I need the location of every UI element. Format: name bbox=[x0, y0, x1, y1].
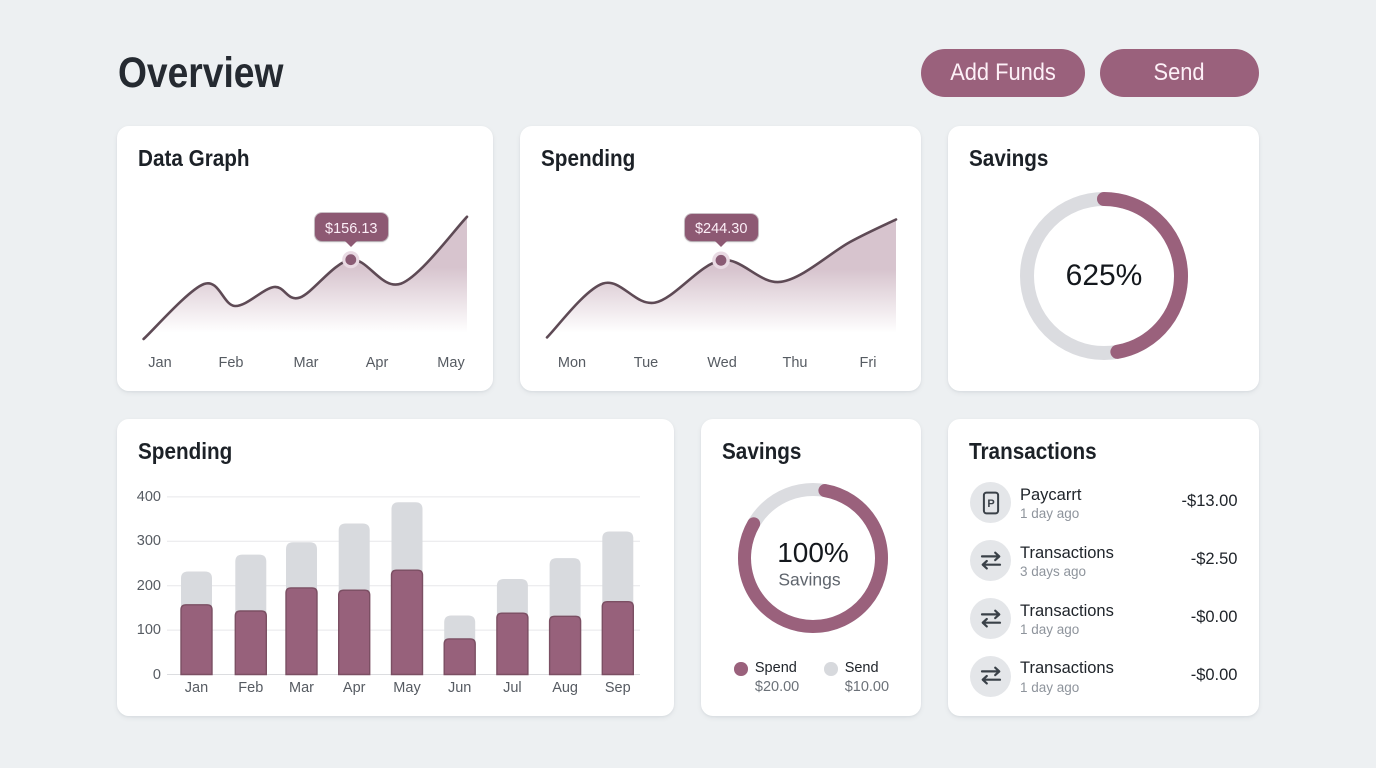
svg-text:P: P bbox=[987, 498, 994, 510]
